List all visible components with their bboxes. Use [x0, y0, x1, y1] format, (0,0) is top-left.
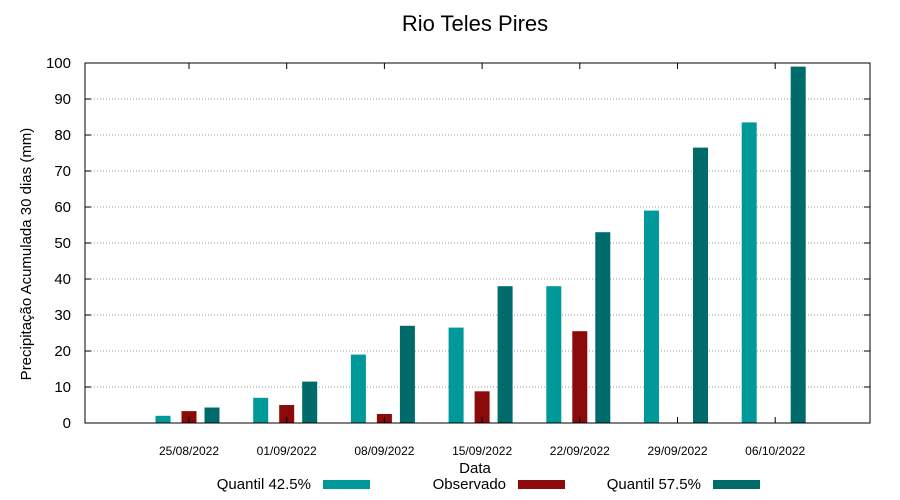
bar [497, 286, 513, 423]
bar [253, 397, 269, 423]
bars [155, 66, 806, 424]
x-tick-label: 15/09/2022 [452, 444, 512, 458]
bar [595, 232, 611, 423]
y-axis-label: Precipitação Acumulada 30 dias (mm) [18, 128, 35, 381]
bar [399, 325, 415, 423]
y-tick-label: 0 [63, 415, 71, 432]
x-tick-label: 08/09/2022 [354, 444, 414, 458]
y-tick-label: 10 [54, 379, 71, 396]
x-tick-label: 29/09/2022 [647, 444, 707, 458]
bar [546, 286, 562, 423]
bar [350, 354, 366, 423]
bar [693, 147, 708, 423]
bar [572, 331, 588, 423]
legend-label: Quantil 42.5% [217, 476, 311, 493]
grid [85, 98, 870, 388]
y-tick-label: 90 [54, 91, 71, 108]
bar [474, 391, 490, 423]
y-tick-label: 20 [54, 343, 71, 360]
bar [790, 66, 806, 423]
x-axis-label: Data [459, 460, 491, 477]
bar [204, 407, 220, 423]
legend-swatch [323, 480, 370, 489]
bar [279, 405, 295, 423]
legend: Quantil 42.5% Observado Quantil 57.5% [217, 476, 760, 493]
x-tick-label: 01/09/2022 [257, 444, 317, 458]
y-tick-label: 70 [54, 163, 71, 180]
y-tick-label: 40 [54, 271, 71, 288]
bar [448, 327, 464, 423]
bar [741, 122, 757, 424]
x-tick-label: 22/09/2022 [550, 444, 610, 458]
y-tick-label: 100 [46, 55, 71, 72]
chart-title: Rio Teles Pires [402, 11, 548, 36]
y-axis-ticks: 0 10 20 30 40 50 60 70 80 90 100 [46, 55, 870, 432]
y-tick-label: 80 [54, 127, 71, 144]
y-tick-label: 30 [54, 307, 71, 324]
x-tick-label: 06/10/2022 [745, 444, 805, 458]
legend-swatch [713, 480, 760, 489]
bar [644, 210, 659, 423]
x-axis-ticks: 25/08/2022 01/09/2022 08/09/2022 15/09/2022… [159, 63, 806, 458]
bar [302, 381, 318, 423]
x-tick-label: 25/08/2022 [159, 444, 219, 458]
y-tick-label: 50 [54, 235, 71, 252]
y-tick-label: 60 [54, 199, 71, 216]
legend-label: Quantil 57.5% [607, 476, 701, 493]
bar [155, 415, 171, 423]
legend-swatch [518, 480, 565, 489]
legend-label: Observado [433, 476, 506, 493]
